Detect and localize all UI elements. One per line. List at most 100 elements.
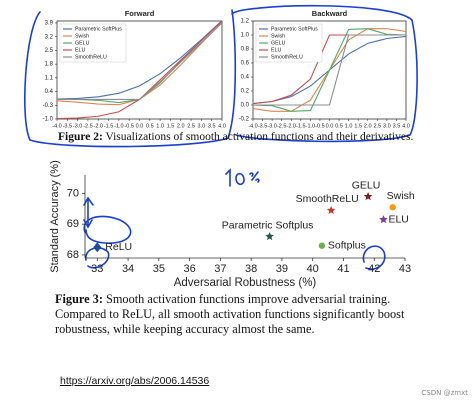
ellipse-backward [231,4,418,143]
x-tick-label: 36 [183,263,195,275]
x-tick-label: 1.5 [354,123,362,129]
y-tick-label: -0.2 [239,117,250,123]
y-tick-label: -1.0 [43,117,54,123]
point [389,204,396,211]
x-tick-label: -3.5 [258,123,267,129]
x-tick-label: -2.5 [83,123,92,129]
x-tick-label: 1.0 [345,123,353,129]
x-tick-label: -1.5 [104,123,113,129]
line-series [57,21,222,100]
line-series [57,22,222,100]
x-tick-label: 38 [245,263,257,275]
x-tick-label: -0.5 [124,123,133,129]
watermark: CSDN @zmxt [421,389,468,397]
legend-label: Parametric SoftPlus [271,26,318,32]
caption-label: Figure 2: [58,131,103,143]
caption-text: Smooth activation functions improve adve… [55,292,405,336]
x-tick-label: 1.5 [167,123,175,129]
legend-label: SmoothReLU [271,54,303,60]
point-label: ELU [388,213,408,225]
y-tick-label: -0.3 [43,103,54,109]
x-tick-label: 40 [307,263,319,275]
y-tick-label: 3.2 [45,34,54,40]
x-tick-label: 1.0 [156,123,164,129]
point-label: ReLU [105,241,132,253]
x-tick-label: 2.5 [373,123,381,129]
legend-label: ELU [75,47,85,53]
caption-label: Figure 3: [55,292,103,306]
legend-label: Swish [75,33,89,39]
point-label: Parametric Softplus [222,219,314,231]
legend-label: GELU [271,40,286,46]
y-tick-label: 0.8 [241,47,250,53]
point-label: GELU [352,179,381,191]
circle-33 [85,247,110,269]
point [326,205,336,214]
x-tick-label: -1.0 [114,123,123,129]
circle-42 [362,245,386,270]
chart-title: Forward [125,9,155,18]
y-tick-label: 69 [67,218,79,230]
ellipse-forward [24,9,237,148]
point-label: Softplus [328,239,366,251]
y-tick-label: 1.1 [45,75,54,81]
point [318,242,326,249]
x-tick-label: -4.0 [52,123,61,129]
point [93,242,102,253]
y-tick-label: 68 [67,249,79,261]
legend-label: SmoothReLU [75,54,107,60]
x-tick-label: 0.5 [146,123,154,129]
x-tick-label: 42 [368,263,380,275]
x-tick-label: 3.0 [383,123,391,129]
x-axis-label: Adversarial Robustness (%) [174,277,317,289]
x-tick-label: 0.5 [335,123,343,129]
x-tick-label: -0.5 [315,123,324,129]
x-tick-label: 4.0 [402,123,410,129]
x-tick-label: 39 [276,263,288,275]
x-tick-label: 3.5 [208,123,216,129]
y-tick-label: 70 [67,187,79,199]
y-tick-label: 1.8 [45,62,54,68]
x-tick-label: 41 [337,263,349,275]
point-label: SmoothReLU [296,193,359,205]
line-series [253,34,406,106]
link[interactable]: https://arxiv.org/abs/2006.14536 [60,375,210,387]
x-tick-label: 0.0 [136,123,144,129]
chart-title: Backward [312,9,348,18]
x-tick-label: 4.0 [218,123,226,129]
x-tick-label: 0.0 [326,123,334,129]
x-tick-label: 43 [399,263,411,275]
x-tick-label: -2.5 [277,123,286,129]
point [379,215,388,224]
y-tick-label: 0.4 [241,75,250,81]
caption-text: Visualizations of smooth activation func… [105,131,414,143]
x-tick-label: 3.5 [393,123,401,129]
point-label: Swish [387,190,415,202]
y-tick-label: 0.6 [241,61,250,67]
note-scribble [225,168,260,187]
legend-label: GELU [75,40,90,46]
x-tick-label: -2.0 [94,123,103,129]
legend-label: Swish [271,33,285,39]
x-tick-label: 2.5 [187,123,195,129]
x-tick-label: 35 [153,263,165,275]
circle-relu [83,215,132,244]
y-tick-label: 0.0 [241,103,250,109]
y-tick-label: 1.2 [241,19,250,25]
x-tick-label: -2.0 [287,123,296,129]
y-axis-label: Standard Accuracy (%) [49,160,61,273]
x-tick-label: -1.5 [296,123,305,129]
x-tick-label: -3.0 [267,123,276,129]
x-tick-label: 34 [122,263,134,275]
x-tick-label: 2.0 [177,123,185,129]
legend-label: Parametric SoftPlus [75,26,122,32]
x-tick-label: -1.0 [306,123,315,129]
caption: Figure 2: Visualizations of smooth activ… [58,131,413,143]
x-tick-label: 2.0 [364,123,372,129]
caption: Figure 3: Smooth activation functions im… [55,292,427,337]
y-tick-label: 2.5 [45,48,54,54]
x-tick-label: -3.0 [73,123,82,129]
x-tick-label: 37 [214,263,226,275]
